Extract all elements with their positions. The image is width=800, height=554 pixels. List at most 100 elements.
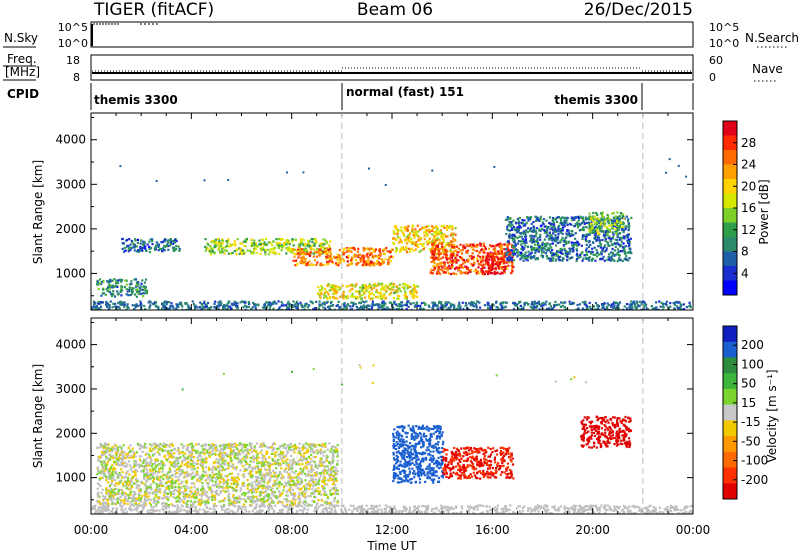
range-cell xyxy=(557,257,560,260)
range-cell xyxy=(477,262,480,265)
range-cell xyxy=(443,246,446,249)
range-cell xyxy=(448,227,451,230)
range-cell xyxy=(134,455,137,458)
range-cell xyxy=(199,306,202,309)
range-cell xyxy=(297,495,300,498)
range-cell xyxy=(610,308,613,310)
range-cell xyxy=(521,218,524,222)
range-cell xyxy=(395,290,399,293)
range-cell xyxy=(372,293,375,296)
range-cell xyxy=(119,278,122,281)
range-cell xyxy=(490,306,493,309)
range-cell xyxy=(638,305,641,308)
range-cell xyxy=(616,235,619,239)
range-cell xyxy=(564,252,568,255)
range-cell xyxy=(526,259,529,262)
range-cell xyxy=(598,236,601,239)
range-cell xyxy=(588,241,591,244)
range-cell xyxy=(481,260,484,263)
range-cell xyxy=(607,236,610,240)
range-cell xyxy=(542,301,545,305)
range-cell xyxy=(447,308,450,310)
range-cell xyxy=(354,295,358,299)
range-cell xyxy=(98,471,101,474)
range-cell xyxy=(367,262,370,266)
range-cell xyxy=(244,301,247,304)
range-cell xyxy=(508,229,511,232)
range-cell xyxy=(346,304,349,307)
range-cell xyxy=(407,225,410,228)
range-cell xyxy=(134,304,137,308)
range-cell xyxy=(611,236,615,239)
range-cell xyxy=(228,305,231,308)
range-cell xyxy=(155,493,158,496)
range-cell xyxy=(588,233,591,236)
range-cell xyxy=(510,221,513,224)
range-cell xyxy=(560,216,563,219)
range-cell xyxy=(415,233,418,236)
range-cell xyxy=(385,286,388,289)
range-cell xyxy=(251,244,254,247)
range-cell xyxy=(160,307,164,310)
range-cell xyxy=(360,289,363,292)
range-cell xyxy=(565,242,568,245)
range-cell xyxy=(267,480,270,483)
range-cell xyxy=(143,490,147,494)
range-cell xyxy=(508,235,512,238)
range-cell xyxy=(582,220,585,224)
range-cell xyxy=(324,290,328,293)
range-cell xyxy=(617,228,620,232)
range-cell xyxy=(321,460,324,463)
range-cell xyxy=(371,303,374,306)
range-cell xyxy=(528,218,532,221)
range-cell xyxy=(615,301,618,304)
range-cell xyxy=(579,215,582,218)
range-cell xyxy=(570,234,573,237)
range-cell xyxy=(548,302,551,306)
range-cell xyxy=(535,257,538,260)
range-cell xyxy=(477,272,480,275)
range-cell xyxy=(523,219,526,222)
range-cell xyxy=(478,242,482,245)
freq-panel: Freq. [MHz] 18 8 60 0 Nave xyxy=(3,52,783,84)
range-cell xyxy=(495,306,498,309)
range-cell xyxy=(148,306,151,309)
range-cell xyxy=(616,219,619,222)
range-cell xyxy=(292,248,295,251)
range-cell xyxy=(175,307,178,310)
range-cell xyxy=(549,251,552,254)
range-cell xyxy=(107,443,110,446)
range-cell xyxy=(149,483,152,486)
colorbar-tick-label: 16 xyxy=(741,201,756,215)
range-cell xyxy=(433,261,436,265)
range-cell xyxy=(318,304,321,307)
range-cell xyxy=(491,257,494,260)
range-cell xyxy=(617,250,621,253)
range-cell xyxy=(505,301,508,304)
range-cell xyxy=(399,303,402,307)
range-cell xyxy=(467,260,470,263)
range-cell xyxy=(554,240,557,243)
range-cell xyxy=(272,442,275,445)
range-cell xyxy=(528,229,532,232)
range-cell xyxy=(602,306,605,309)
range-cell xyxy=(559,231,563,234)
range-cell xyxy=(405,245,408,249)
range-cell xyxy=(470,300,473,304)
range-cell xyxy=(627,233,630,236)
range-cell xyxy=(319,292,322,295)
range-cell xyxy=(255,471,258,474)
range-cell xyxy=(157,249,160,252)
range-cell xyxy=(339,305,342,308)
range-cell xyxy=(275,238,278,241)
range-cell xyxy=(115,463,118,466)
range-cell xyxy=(595,239,598,243)
range-cell xyxy=(509,225,512,228)
range-cell xyxy=(141,247,144,250)
range-cell xyxy=(606,307,609,310)
range-cell xyxy=(305,248,308,251)
range-cell xyxy=(165,245,168,248)
range-cell xyxy=(616,216,619,219)
range-cell xyxy=(653,307,657,310)
